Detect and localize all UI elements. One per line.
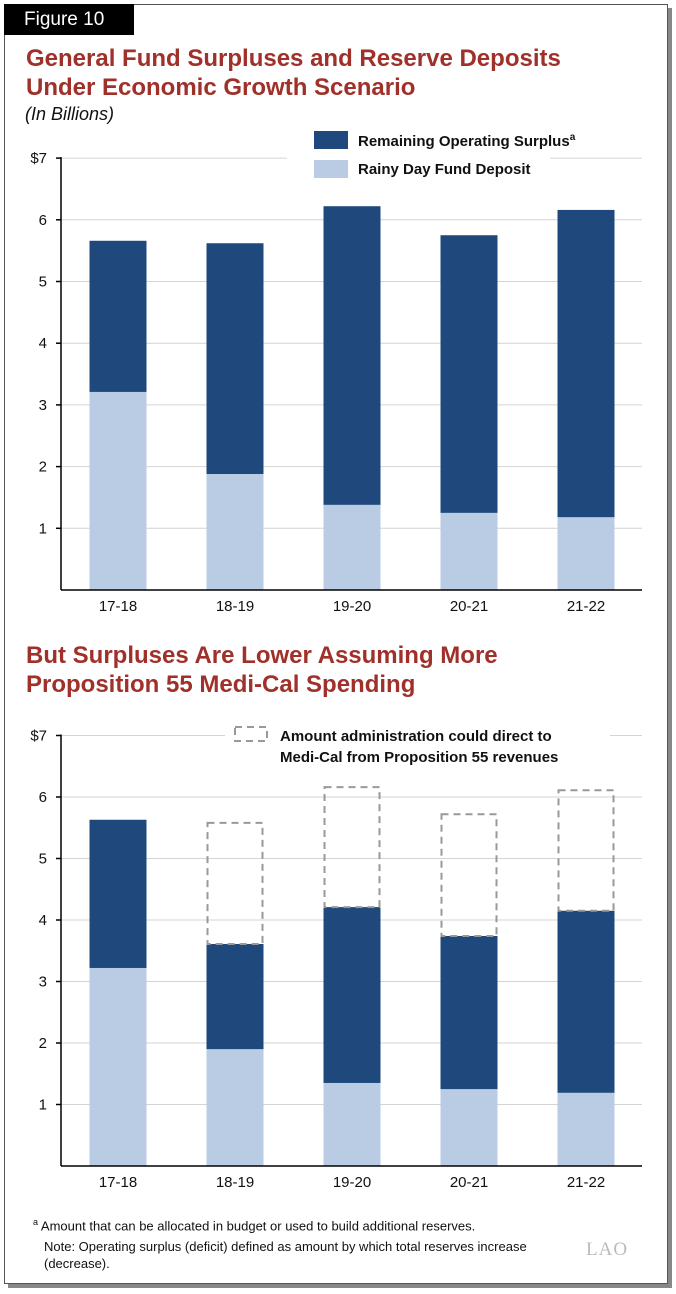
- chart1-bar-rainy-day: [557, 517, 615, 590]
- chart2-xtick-label: 19-20: [333, 1174, 371, 1191]
- chart1-bar-surplus: [206, 243, 264, 475]
- chart2-bar-surplus: [89, 819, 147, 968]
- chart2-bar-medi-cal: [323, 786, 381, 909]
- chart2-bar-rainy-day: [206, 1049, 264, 1166]
- chart1-ytick-label: 5: [39, 274, 47, 291]
- chart1-xtick-label: 20-21: [450, 598, 488, 615]
- legend-label-medi-cal-line1: Amount administration could direct to: [280, 728, 552, 745]
- chart2-xtick-label: 18-19: [216, 1174, 254, 1191]
- chart2-ytick-label: 4: [39, 912, 47, 929]
- chart1-ytick-label: 6: [39, 212, 47, 229]
- chart1-subtitle: (In Billions): [25, 104, 115, 124]
- chart2-ytick-label: 1: [39, 1097, 47, 1114]
- legend-swatch-medi-cal: [234, 726, 268, 742]
- chart2-ytick-label: $7: [30, 728, 47, 745]
- chart1-title: General Fund Surpluses and Reserve Depos…: [26, 45, 561, 101]
- chart1-ytick-label: 2: [39, 459, 47, 476]
- chart1-bar-rainy-day: [89, 391, 147, 590]
- footnote-a-text: Amount that can be allocated in budget o…: [40, 1218, 476, 1234]
- chart1-bar-rainy-day: [206, 474, 264, 590]
- chart1-bar-rainy-day: [440, 512, 498, 590]
- chart1-bar-surplus: [89, 240, 147, 392]
- chart2-bar-rainy-day: [323, 1082, 381, 1166]
- chart1-bar-surplus: [440, 235, 498, 513]
- chart1-xtick-label: 21-22: [567, 598, 605, 615]
- chart1-xtick-label: 19-20: [333, 598, 371, 615]
- footnote-marker: a: [33, 1217, 39, 1227]
- chart2-ytick-label: 3: [39, 974, 47, 991]
- chart2-bar-rainy-day: [89, 967, 147, 1166]
- chart1-ytick-label: $7: [30, 150, 47, 167]
- chart2-xtick-label: 17-18: [99, 1174, 137, 1191]
- chart2-ytick-label: 5: [39, 851, 47, 868]
- legend-superscript: a: [570, 132, 576, 143]
- legend-label-rainy-day: Rainy Day Fund Deposit: [358, 161, 531, 178]
- chart2-ytick-label: 2: [39, 1035, 47, 1052]
- chart2-bar-surplus: [323, 907, 381, 1083]
- chart2-bar-rainy-day: [440, 1089, 498, 1166]
- legend-swatch-rainy-day: [314, 160, 348, 178]
- chart1-ytick-label: 3: [39, 397, 47, 414]
- chart1-bar-surplus: [323, 206, 381, 505]
- chart2-xtick-label: 20-21: [450, 1174, 488, 1191]
- chart1-xtick-label: 17-18: [99, 598, 137, 615]
- chart2-bar-surplus: [440, 935, 498, 1090]
- chart2-bar-medi-cal: [557, 789, 615, 912]
- lao-logo: LAO: [586, 1239, 629, 1260]
- note: Note: Operating surplus (deficit) define…: [44, 1239, 527, 1271]
- chart2-legend-bg: [225, 718, 610, 768]
- chart2-xtick-label: 21-22: [567, 1174, 605, 1191]
- legend-label-medi-cal-line2: Medi-Cal from Proposition 55 revenues: [280, 749, 558, 766]
- chart2-ytick-label: 6: [39, 789, 47, 806]
- chart2-bar-medi-cal: [440, 813, 498, 937]
- chart2-bar-rainy-day: [557, 1092, 615, 1166]
- legend-label-surplus: Remaining Operating Surplusa: [358, 132, 576, 150]
- footnote-a: a Amount that can be allocated in budget…: [33, 1214, 475, 1234]
- chart1-xtick-label: 18-19: [216, 598, 254, 615]
- chart2-title: But Surpluses Are Lower Assuming More Pr…: [26, 642, 498, 698]
- chart2-bar-surplus: [206, 943, 264, 1050]
- chart2-bar-medi-cal: [206, 821, 264, 945]
- chart1-bar-rainy-day: [323, 504, 381, 590]
- legend-swatch-surplus: [314, 131, 348, 149]
- chart1-ytick-label: 4: [39, 335, 47, 352]
- figure-label: Figure 10: [4, 4, 134, 35]
- chart2-bar-surplus: [557, 910, 615, 1093]
- chart1-bar-surplus: [557, 209, 615, 518]
- chart1-ytick-label: 1: [39, 520, 47, 537]
